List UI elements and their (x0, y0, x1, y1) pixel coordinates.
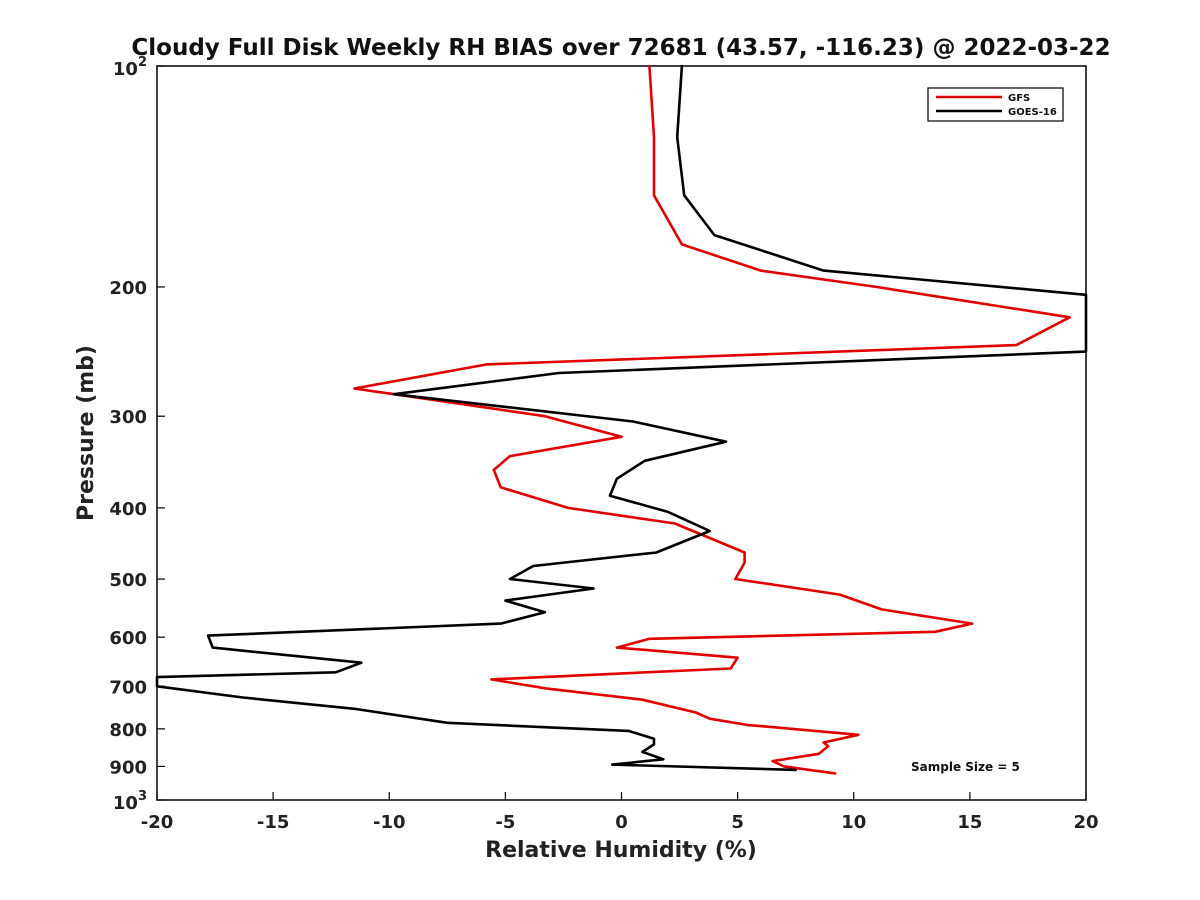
x-axis-label: Relative Humidity (%) (485, 838, 757, 863)
x-tick-label: -5 (495, 812, 515, 833)
y-tick-base: 10 (113, 793, 138, 814)
sample-size-annotation: Sample Size = 5 (911, 760, 1020, 774)
chart-title: Cloudy Full Disk Weekly RH BIAS over 726… (131, 35, 1110, 61)
legend: GFS GOES-16 (927, 87, 1064, 122)
x-tick-label: -15 (257, 812, 290, 833)
series-line-goes-16 (155, 64, 1088, 772)
y-tick-label: 200 (109, 278, 147, 299)
legend-label-goes16: GOES-16 (1008, 107, 1057, 118)
x-axis-ticks: -20 -15 -10 -5 0 5 10 15 20 (141, 792, 1099, 833)
y-tick-label: 300 (109, 407, 147, 428)
x-tick-label: 5 (731, 812, 744, 833)
legend-label-gfs: GFS (1008, 93, 1030, 104)
y-tick-base: 10 (113, 59, 138, 80)
legend-box (927, 87, 1064, 122)
y-tick-exponent: 2 (138, 55, 147, 70)
plot-area (156, 65, 1087, 801)
x-tick-label: 20 (1073, 812, 1098, 833)
series-layer (155, 64, 1088, 775)
y-tick-label: 103 (113, 789, 147, 814)
y-tick-label: 500 (109, 570, 147, 591)
y-tick-label: 400 (109, 499, 147, 520)
x-tick-label: -20 (141, 812, 174, 833)
y-tick-exponent: 3 (138, 789, 147, 804)
x-tick-label: 10 (841, 812, 866, 833)
y-tick-label: 600 (109, 628, 147, 649)
y-tick-label: 700 (109, 677, 147, 698)
x-tick-label: 0 (615, 812, 628, 833)
y-axis-label: Pressure (mb) (74, 345, 99, 521)
series-line-gfs (353, 64, 1071, 775)
y-tick-label: 102 (113, 55, 147, 80)
y-tick-label: 800 (109, 720, 147, 741)
y-tick-label: 900 (109, 757, 147, 778)
x-tick-label: -10 (373, 812, 406, 833)
x-tick-label: 15 (957, 812, 982, 833)
